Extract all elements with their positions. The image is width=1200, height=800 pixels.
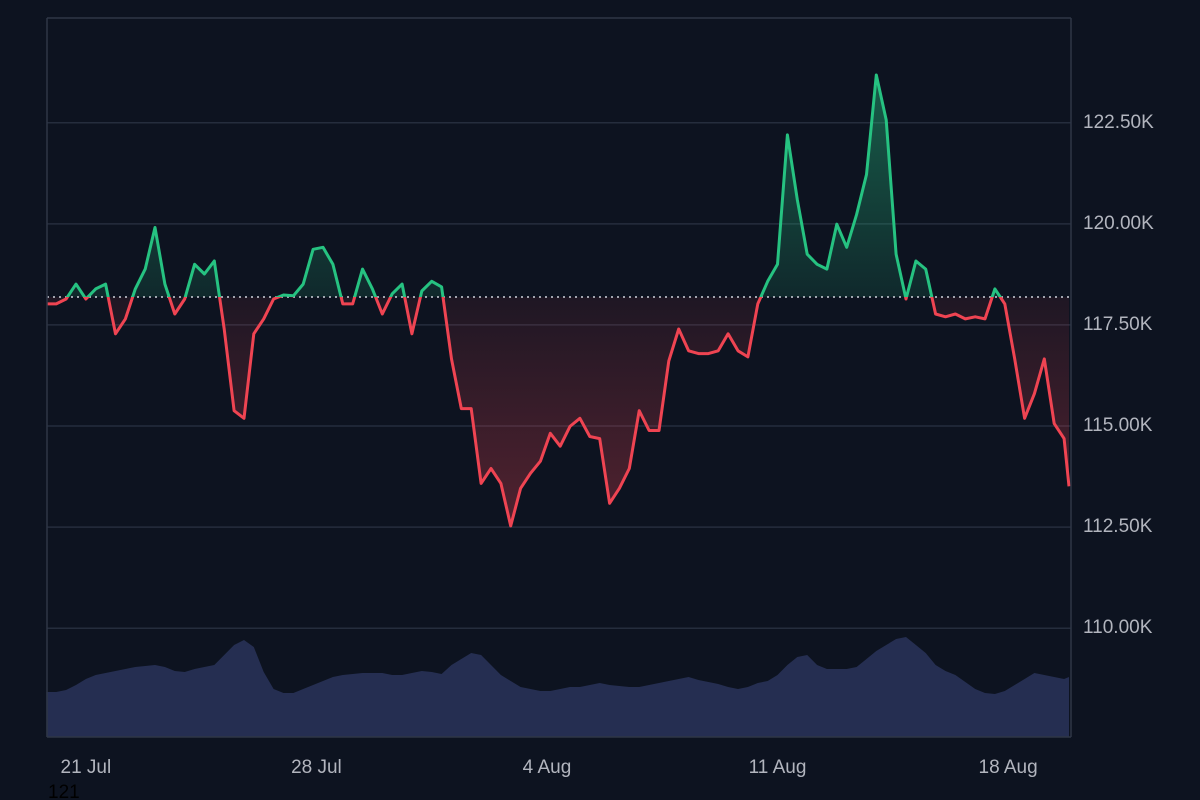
volume-area: [46, 637, 1070, 737]
line-up: [65, 73, 1003, 298]
x-tick-label: 18 Aug: [979, 757, 1038, 778]
y-tick-label: 112.50K: [1083, 516, 1153, 537]
annotation: 121: [48, 782, 80, 800]
y-tick-label: 115.00K: [1083, 415, 1153, 436]
x-tick-label: 21 Jul: [61, 757, 112, 778]
y-tick-label: 117.50K: [1083, 314, 1153, 335]
x-tick-label: 11 Aug: [749, 757, 807, 778]
plot-layer: 110.00K 112.50K 115.00K 117.50K 120.00K 122.5…: [46, 17, 1154, 778]
y-tick-label: 120.00K: [1083, 213, 1154, 234]
x-tick-label: 28 Jul: [291, 757, 342, 778]
x-tick-label: 4 Aug: [523, 757, 572, 778]
area-down: [47, 297, 1069, 526]
line-down: [47, 297, 1071, 528]
y-tick-label: 122.50K: [1083, 112, 1154, 133]
y-tick-label: 110.00K: [1083, 617, 1153, 638]
